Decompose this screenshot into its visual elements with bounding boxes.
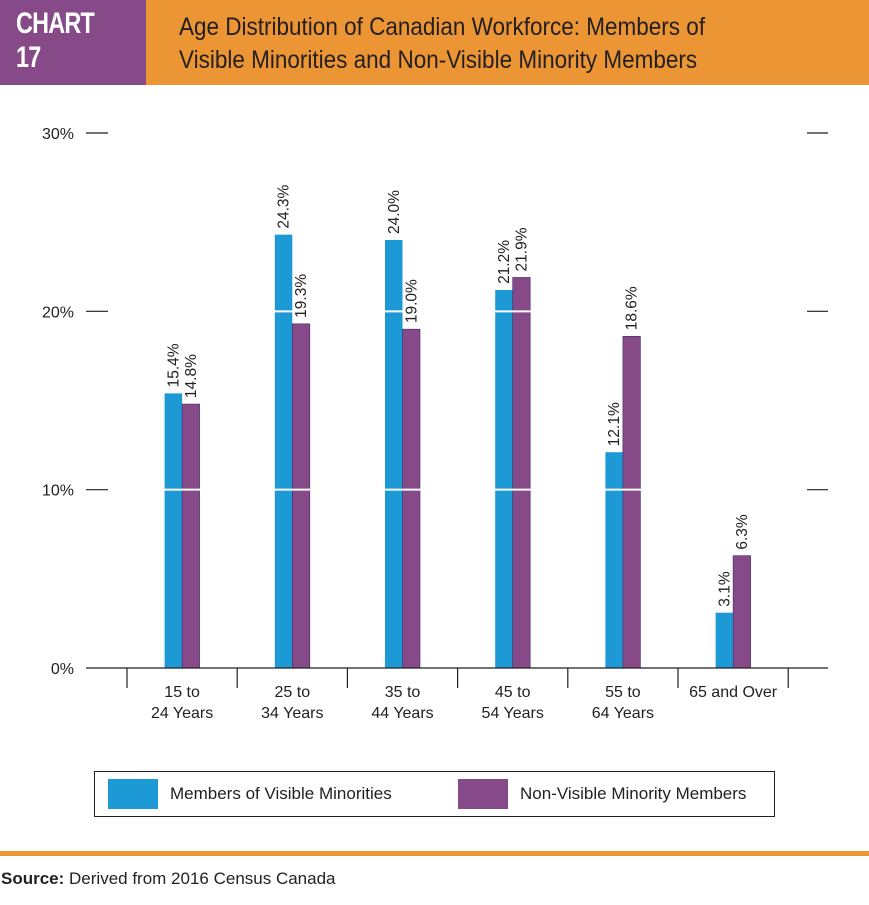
y-tick-label: 30% [42,126,74,143]
legend-item-visible-minorities: Members of Visible Minorities [108,772,392,816]
chart-title-box: Age Distribution of Canadian Workforce: … [146,0,869,85]
legend-item-non-visible-minority: Non-Visible Minority Members [458,772,746,816]
chart-title-line-1: Age Distribution of Canadian Workforce: … [179,13,706,41]
bar-visible-minorities [385,240,403,668]
data-label-visible-minorities: 15.4% [165,343,182,387]
bar-non-visible-minority [181,403,200,669]
source-text: Derived from 2016 Census Canada [64,869,336,888]
data-label-non-visible-minority: 19.0% [403,279,420,323]
chart-number-badge: CHART 17 [0,0,146,85]
legend-label: Non-Visible Minority Members [520,784,747,803]
bar-visible-minorities [715,612,734,668]
x-tick-label: 25 to [275,684,311,701]
chart-header: CHART 17 Age Distribution of Canadian Wo… [0,0,869,85]
x-tick-label: 15 to [164,684,200,701]
data-label-non-visible-minority: 19.3% [293,274,310,318]
gridlines [108,310,807,491]
data-label-non-visible-minority: 18.6% [624,286,641,330]
x-tick-label: 44 Years [371,705,433,722]
legend: Members of Visible Minorities Non-Visibl… [94,771,775,817]
bar-non-visible-minority [732,555,751,669]
y-axis: 0% 10% 20% 30% [42,126,828,678]
x-tick-label: 65 and Over [689,684,778,701]
bar-visible-minorities [605,452,623,668]
x-tick-label: 64 Years [592,705,654,722]
x-tick-label: 54 Years [482,705,544,722]
data-label-visible-minorities: 12.1% [606,402,623,446]
bar-non-visible-minority [291,323,311,669]
data-label-visible-minorities: 3.1% [716,571,733,607]
chart-number: CHART 17 [16,7,95,74]
data-labels: 15.4% 14.8% 24.3% 19.3% 24.0% 19.0% 21.2% 21.9%… [165,184,751,607]
x-tick-label: 24 Years [151,705,213,722]
y-tick-label: 0% [51,661,74,678]
data-label-non-visible-minority: 6.3% [734,514,751,550]
x-axis: 15 to 24 Years 25 to 34 Years 35 to 44 Years 4… [86,667,828,722]
bar-non-visible-minority [622,336,641,669]
bar-non-visible-minority [512,277,531,669]
footer-divider [0,851,869,856]
legend-label: Members of Visible Minorities [170,784,392,803]
x-tick-label: 35 to [385,684,421,701]
bar-chart: 0% 10% 20% 30% 15.4% 14.8% 24.3% 19.3% 24.0% 19.… [42,126,828,722]
bars [164,234,751,669]
data-label-visible-minorities: 24.3% [276,184,293,228]
source-note: Source: Derived from 2016 Census Canada [1,869,336,889]
chart-title-line-2: Visible Minorities and Non-Visible Minor… [179,46,698,74]
legend-swatch-visible-minorities [108,779,158,809]
data-label-visible-minorities: 24.0% [386,190,403,234]
x-tick-label: 34 Years [261,705,323,722]
x-tick-label: 45 to [495,684,531,701]
source-label: Source: [1,869,65,888]
data-label-non-visible-minority: 14.8% [183,354,200,398]
data-label-non-visible-minority: 21.9% [513,227,530,271]
bar-visible-minorities [495,289,513,668]
x-tick-label: 55 to [605,684,641,701]
bar-visible-minorities [274,234,293,668]
data-label-visible-minorities: 21.2% [496,240,513,284]
bar-non-visible-minority [402,328,421,669]
y-tick-label: 20% [42,304,74,321]
bar-visible-minorities [164,393,183,668]
legend-swatch-non-visible-minority [458,779,508,809]
y-tick-label: 10% [42,483,74,500]
